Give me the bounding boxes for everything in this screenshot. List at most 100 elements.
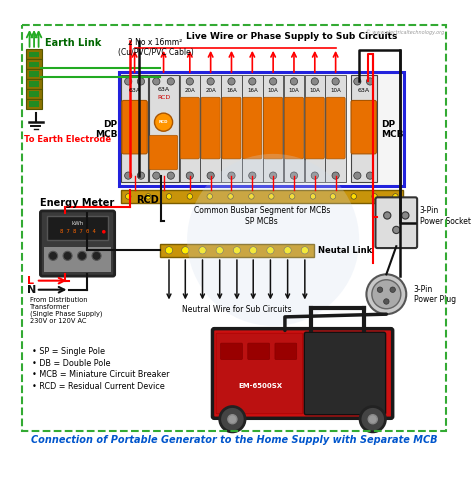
Circle shape — [269, 194, 274, 199]
Text: • RCD = Residual Current Device: • RCD = Residual Current Device — [32, 382, 165, 391]
Text: 10A: 10A — [330, 88, 341, 93]
Circle shape — [216, 247, 223, 254]
Circle shape — [228, 172, 235, 179]
Circle shape — [125, 172, 132, 179]
Circle shape — [270, 78, 277, 85]
FancyBboxPatch shape — [242, 75, 263, 182]
Circle shape — [228, 194, 233, 199]
Text: Common Busbar Segment for MCBs
SP MCBs: Common Busbar Segment for MCBs SP MCBs — [194, 206, 330, 226]
Text: 10A: 10A — [310, 88, 320, 93]
Text: © www.electricaltechnology.org: © www.electricaltechnology.org — [366, 29, 444, 34]
Circle shape — [311, 172, 319, 179]
Circle shape — [186, 172, 193, 179]
Circle shape — [207, 194, 212, 199]
Circle shape — [63, 251, 72, 261]
Text: 2 No x 16mm²
(Cu/PVC/PVC Cable): 2 No x 16mm² (Cu/PVC/PVC Cable) — [118, 38, 193, 57]
Circle shape — [392, 226, 400, 234]
FancyBboxPatch shape — [201, 75, 221, 182]
Text: 10A: 10A — [268, 88, 279, 93]
Circle shape — [207, 172, 214, 179]
Circle shape — [186, 78, 193, 85]
FancyBboxPatch shape — [28, 52, 39, 57]
FancyBboxPatch shape — [305, 75, 325, 182]
FancyBboxPatch shape — [304, 332, 386, 415]
FancyBboxPatch shape — [326, 98, 345, 159]
Circle shape — [165, 247, 173, 254]
Circle shape — [354, 172, 361, 179]
FancyBboxPatch shape — [264, 98, 283, 159]
FancyBboxPatch shape — [27, 49, 42, 59]
Circle shape — [360, 406, 385, 432]
Text: EM-6500SX: EM-6500SX — [238, 383, 282, 390]
Circle shape — [290, 194, 295, 199]
Circle shape — [228, 415, 237, 424]
Text: 63A: 63A — [157, 87, 170, 92]
Text: 63A: 63A — [358, 88, 370, 93]
Text: 10A: 10A — [289, 88, 300, 93]
Circle shape — [92, 251, 101, 261]
Circle shape — [366, 172, 374, 179]
Circle shape — [351, 194, 356, 199]
FancyBboxPatch shape — [284, 98, 303, 159]
Circle shape — [270, 172, 277, 179]
Text: RCD: RCD — [157, 95, 170, 99]
FancyBboxPatch shape — [325, 75, 346, 182]
FancyBboxPatch shape — [180, 75, 200, 182]
Circle shape — [249, 194, 254, 199]
FancyBboxPatch shape — [28, 91, 39, 97]
FancyBboxPatch shape — [27, 89, 42, 99]
FancyBboxPatch shape — [122, 100, 147, 154]
FancyBboxPatch shape — [351, 75, 377, 183]
Circle shape — [368, 415, 377, 424]
Circle shape — [383, 212, 391, 219]
Text: 3-Pin
Power Socket: 3-Pin Power Socket — [420, 206, 471, 226]
Text: N: N — [27, 285, 36, 295]
FancyBboxPatch shape — [263, 75, 283, 182]
Text: RCD: RCD — [136, 195, 159, 205]
FancyBboxPatch shape — [121, 75, 148, 183]
Circle shape — [78, 251, 87, 261]
Circle shape — [137, 78, 145, 85]
Text: • MCB = Miniature Circuit Breaker: • MCB = Miniature Circuit Breaker — [32, 370, 170, 380]
Circle shape — [377, 287, 383, 293]
Circle shape — [366, 78, 374, 85]
Text: DP
MCB: DP MCB — [381, 120, 403, 139]
Circle shape — [372, 280, 401, 309]
Circle shape — [354, 78, 361, 85]
FancyBboxPatch shape — [119, 72, 404, 185]
Circle shape — [126, 194, 131, 199]
FancyBboxPatch shape — [212, 329, 392, 418]
FancyBboxPatch shape — [149, 75, 179, 183]
Text: • SP = Single Pole: • SP = Single Pole — [32, 347, 105, 356]
Circle shape — [291, 78, 298, 85]
FancyBboxPatch shape — [121, 190, 402, 203]
Text: 16A: 16A — [226, 88, 237, 93]
Text: Neutal Link: Neutal Link — [319, 246, 373, 255]
Text: To Earth Electrode: To Earth Electrode — [24, 135, 111, 144]
FancyBboxPatch shape — [27, 69, 42, 79]
Circle shape — [332, 172, 339, 179]
Text: Neutral Wire for Sub Circuits: Neutral Wire for Sub Circuits — [182, 305, 292, 314]
FancyBboxPatch shape — [305, 98, 324, 159]
FancyBboxPatch shape — [28, 72, 39, 77]
Text: L: L — [27, 276, 34, 286]
Circle shape — [383, 299, 389, 304]
Circle shape — [228, 78, 235, 85]
Circle shape — [166, 194, 172, 199]
Circle shape — [167, 78, 174, 85]
FancyBboxPatch shape — [351, 100, 376, 154]
FancyBboxPatch shape — [47, 217, 109, 240]
FancyBboxPatch shape — [221, 75, 242, 182]
Circle shape — [182, 247, 189, 254]
FancyBboxPatch shape — [27, 99, 42, 109]
Circle shape — [310, 194, 316, 199]
Circle shape — [167, 172, 174, 179]
FancyBboxPatch shape — [40, 211, 115, 276]
FancyBboxPatch shape — [180, 98, 200, 159]
Circle shape — [402, 212, 409, 219]
Circle shape — [153, 78, 160, 85]
FancyBboxPatch shape — [28, 101, 39, 107]
Circle shape — [187, 154, 359, 326]
Text: RCD: RCD — [159, 120, 168, 124]
Circle shape — [153, 172, 160, 179]
